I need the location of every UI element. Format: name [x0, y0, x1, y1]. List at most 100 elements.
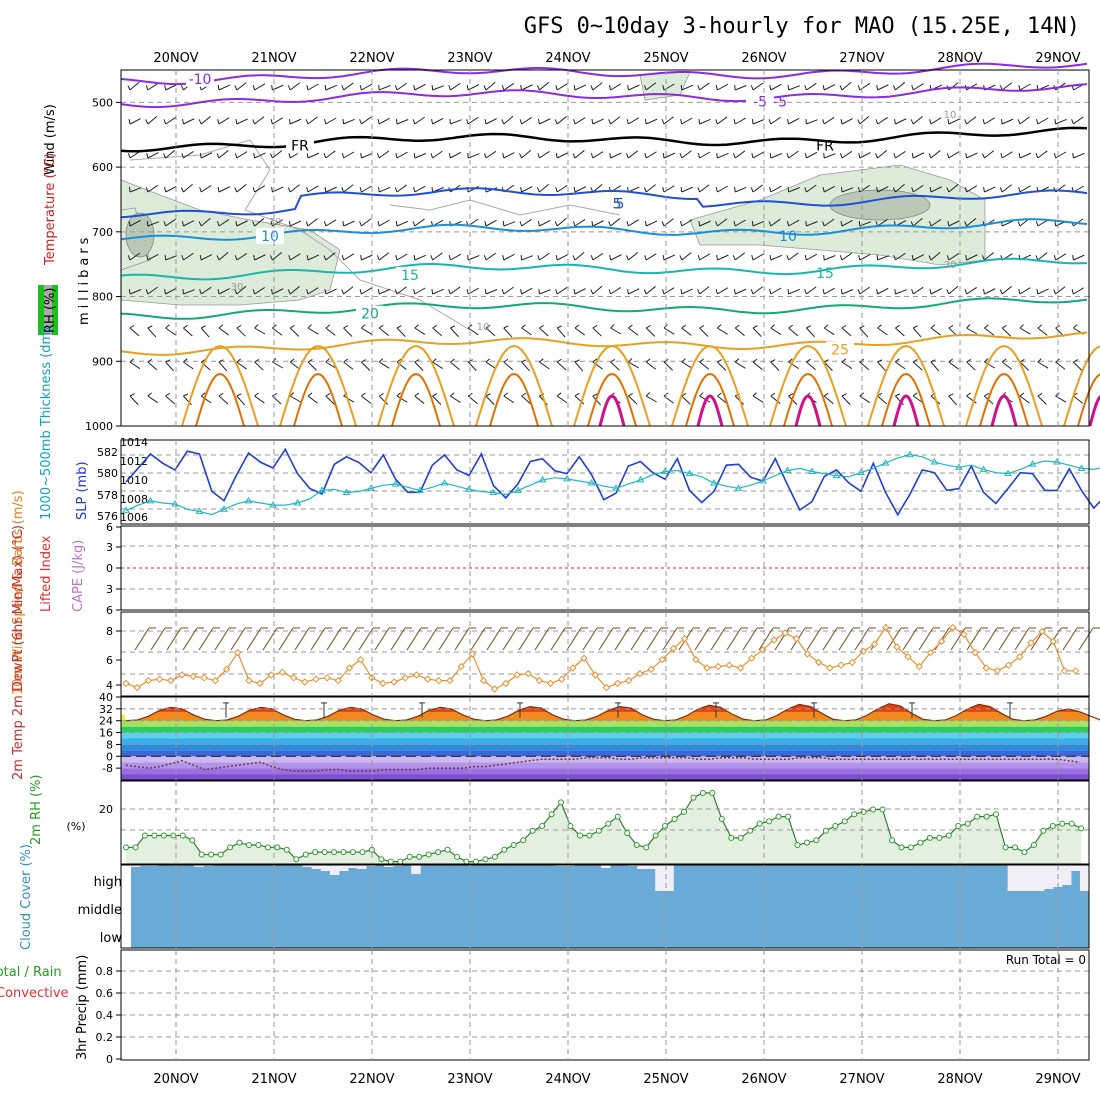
wind-barb [823, 254, 825, 261]
wind-barb [911, 85, 914, 91]
wind-barb [806, 253, 818, 261]
wind-barb [378, 150, 390, 159]
rh-marker [236, 839, 243, 846]
wind-barb [1073, 287, 1084, 295]
wind-barb [948, 358, 954, 363]
wind-barb [521, 287, 533, 295]
wind-barb [521, 84, 533, 91]
wind-barb [396, 392, 402, 397]
wind-barb [982, 627, 998, 651]
wind-barb [1037, 150, 1048, 159]
panel-frame [120, 611, 1090, 697]
tick-label: 40 [99, 691, 113, 704]
cloud-cover-panel: high middle low [78, 864, 1090, 949]
wind-barb [200, 361, 211, 371]
wind-barb [752, 286, 763, 295]
wind-barb [1001, 325, 1007, 329]
wind-barb [432, 288, 444, 295]
precipitation-panel: 0.8 0.6 0.4 0.2 0 [96, 949, 1090, 1066]
wind-barb [566, 627, 582, 651]
thickness-marker [979, 465, 988, 472]
wind-barb [396, 358, 402, 363]
rh-marker [803, 839, 810, 846]
cloud-gap [347, 865, 358, 868]
wind-barb [377, 119, 380, 125]
wind-barb [770, 392, 776, 397]
wind-barb [556, 392, 562, 397]
wind-barb [414, 359, 420, 363]
wind-barb [857, 289, 861, 295]
wind-barb [717, 185, 729, 193]
wind-barb [614, 627, 630, 651]
wind-speed-marker [435, 676, 443, 685]
wind-barb [608, 289, 612, 295]
wind-barb [681, 219, 693, 227]
wind-barb [361, 185, 373, 193]
wind-barb [1019, 359, 1025, 363]
wind-barb [377, 221, 380, 227]
wind-speed-marker [200, 674, 208, 682]
wind-barb [679, 221, 683, 227]
wind-barb [501, 289, 505, 295]
wind-barb [306, 85, 309, 91]
temperature-band [121, 756, 1089, 763]
wind-barb [199, 187, 202, 193]
contour-label-bg [286, 137, 314, 154]
wind-barb [289, 358, 295, 363]
wind-barb [254, 287, 265, 295]
wind-barb [537, 153, 540, 159]
wind-barb [734, 219, 746, 227]
rh-marker [501, 846, 508, 853]
wind-barb [592, 118, 604, 125]
wind-barb [770, 361, 780, 371]
wind-speed-marker [826, 664, 834, 672]
wind-barb [307, 254, 320, 261]
wind-barb [129, 324, 135, 329]
wind-barb [287, 289, 291, 295]
wind-barb [662, 254, 665, 261]
wind-barb [324, 186, 327, 193]
wind-barb [254, 116, 265, 125]
wind-barb [750, 187, 754, 193]
wind-barb [752, 395, 764, 403]
wind-barb [699, 184, 710, 193]
cloud-gap [1061, 865, 1072, 885]
tick-label: 1010 [120, 474, 148, 487]
wind-barb [912, 327, 922, 338]
wind-barb [450, 119, 462, 125]
wind-barb [147, 152, 159, 159]
wind-speed-marker [178, 671, 186, 679]
wind-barb [325, 252, 336, 261]
thickness-marker [930, 458, 939, 465]
thickness-marker [538, 475, 547, 483]
wind-barb [431, 186, 434, 193]
wind-barb [484, 119, 487, 125]
wind-barb [572, 153, 576, 159]
wind-barb [734, 186, 736, 193]
wind-barb [912, 254, 925, 261]
wind-barb [147, 358, 153, 363]
wind-barb [770, 153, 783, 159]
wind-barb [895, 393, 901, 397]
wind-barb [485, 324, 491, 329]
wind-barb [645, 253, 657, 261]
wind-barb [198, 119, 202, 125]
rh-marker [671, 815, 678, 822]
wind-barb [734, 84, 736, 91]
wind-barb [946, 255, 950, 261]
wind-barb [947, 118, 950, 125]
tick-label: 0 [106, 562, 113, 575]
wind-speed-marker [1049, 637, 1058, 646]
rh-marker [179, 832, 186, 839]
wind-barb [895, 252, 906, 261]
date-labels-bottom: 20NOV 21NOV 22NOV 23NOV 24NOV 25NOV 26NOV 27NOV… [153, 1072, 1080, 1087]
wind-barb [521, 186, 533, 193]
wind-barb [450, 358, 455, 363]
wind-barb [432, 358, 437, 363]
wind-barb [165, 117, 176, 125]
wind-barb [716, 152, 718, 159]
wind-barb [378, 117, 390, 125]
thickness-marker [489, 488, 498, 495]
wind-barb [662, 289, 665, 295]
wind-barb [485, 289, 498, 295]
